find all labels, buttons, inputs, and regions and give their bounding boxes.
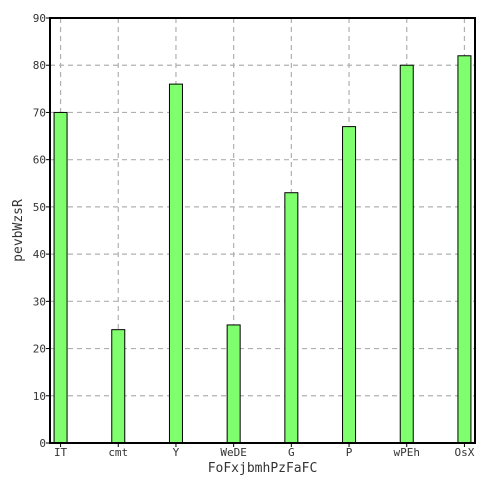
plot-frame [49,17,476,444]
y-tick-label: 70 [33,106,46,119]
y-tick-label: 80 [33,59,46,72]
bar-WeDE [226,324,241,444]
bar-IT [53,111,68,444]
x-tick-label: wPEh [393,446,420,459]
y-axis-label: pevbWzsR [11,199,26,262]
x-axis-label: FoFxjbmhPzFaFC [208,461,318,476]
x-tick-label: P [346,446,353,459]
y-tick-label: 50 [33,201,46,214]
bar-G [284,192,299,444]
y-tick-label: 60 [33,154,46,167]
y-tick-label: 0 [39,437,46,450]
x-tick-label: WeDE [220,446,247,459]
y-axis-ticks: 0 10 20 30 40 50 60 70 80 90 [33,12,50,450]
x-tick-label: OsX [455,446,475,459]
y-tick-label: 20 [33,343,46,356]
bars [53,55,472,444]
bar-Y [168,83,183,444]
x-tick-label: cmt [108,446,128,459]
x-tick-label: G [288,446,295,459]
y-tick-label: 30 [33,295,46,308]
x-tick-label: IT [54,446,68,459]
y-tick-label: 90 [33,12,46,25]
y-tick-label: 10 [33,390,46,403]
y-tick-label: 40 [33,248,46,261]
bar-P [342,126,357,444]
x-tick-label: Y [173,446,180,459]
bar-OsX [457,55,472,444]
bar-wPEh [399,64,414,444]
bar-cmt [111,329,126,444]
